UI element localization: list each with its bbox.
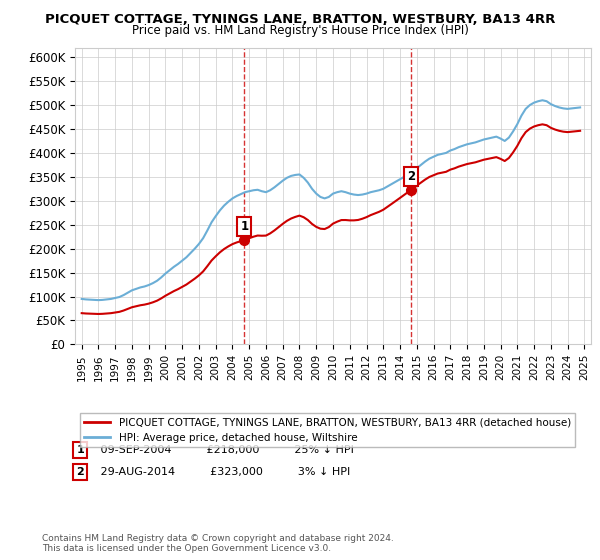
Text: 1: 1: [76, 445, 84, 455]
Legend: PICQUET COTTAGE, TYNINGS LANE, BRATTON, WESTBURY, BA13 4RR (detached house), HPI: PICQUET COTTAGE, TYNINGS LANE, BRATTON, …: [80, 413, 575, 447]
Text: 2: 2: [76, 467, 84, 477]
Text: 2: 2: [407, 170, 415, 183]
Text: 29-AUG-2014          £323,000          3% ↓ HPI: 29-AUG-2014 £323,000 3% ↓ HPI: [91, 467, 351, 477]
Text: Contains HM Land Registry data © Crown copyright and database right 2024.
This d: Contains HM Land Registry data © Crown c…: [42, 534, 394, 553]
Text: 1: 1: [240, 220, 248, 233]
Text: 09-SEP-2004          £218,000          25% ↓ HPI: 09-SEP-2004 £218,000 25% ↓ HPI: [91, 445, 355, 455]
Text: PICQUET COTTAGE, TYNINGS LANE, BRATTON, WESTBURY, BA13 4RR: PICQUET COTTAGE, TYNINGS LANE, BRATTON, …: [45, 13, 555, 26]
Text: Price paid vs. HM Land Registry's House Price Index (HPI): Price paid vs. HM Land Registry's House …: [131, 24, 469, 37]
